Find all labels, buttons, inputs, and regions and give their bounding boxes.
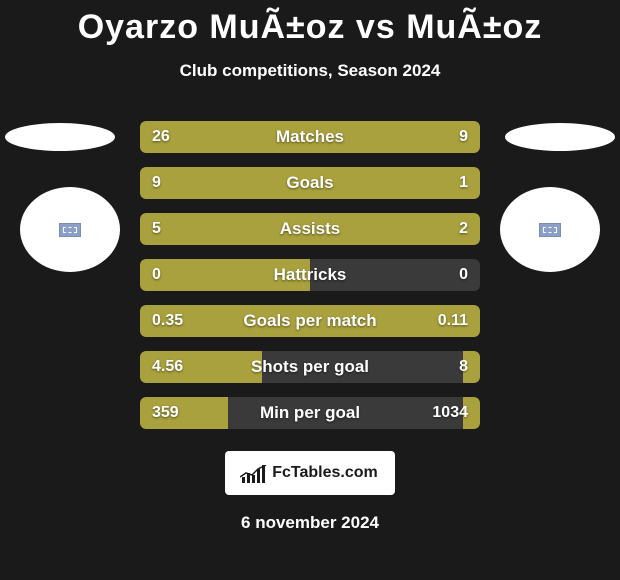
- stat-row: 0.35Goals per match0.11: [140, 305, 480, 337]
- stat-row: 0Hattricks0: [140, 259, 480, 291]
- stat-value-right: 9: [459, 121, 468, 153]
- stats-rows: 26Matches99Goals15Assists20Hattricks00.3…: [140, 121, 480, 429]
- footer-brand: FcTables.com: [225, 451, 395, 495]
- player-left-avatar: [20, 187, 120, 272]
- player-left-flag-placeholder: [5, 123, 115, 151]
- page-title: Oyarzo MuÃ±oz vs MuÃ±oz: [0, 0, 620, 47]
- brand-text: FcTables.com: [272, 464, 378, 482]
- stat-row: 9Goals1: [140, 167, 480, 199]
- stat-label: Shots per goal: [140, 351, 480, 383]
- stat-row: 4.56Shots per goal8: [140, 351, 480, 383]
- stat-value-right: 1: [459, 167, 468, 199]
- stat-value-right: 1034: [432, 397, 468, 429]
- subtitle: Club competitions, Season 2024: [0, 61, 620, 81]
- player-right-flag-placeholder: [505, 123, 615, 151]
- player-right-avatar: [500, 187, 600, 272]
- comparison-panel: 26Matches99Goals15Assists20Hattricks00.3…: [0, 121, 620, 429]
- date-label: 6 november 2024: [0, 513, 620, 533]
- stat-label: Min per goal: [140, 397, 480, 429]
- stat-label: Hattricks: [140, 259, 480, 291]
- stat-row: 5Assists2: [140, 213, 480, 245]
- stat-row: 26Matches9: [140, 121, 480, 153]
- stat-value-right: 2: [459, 213, 468, 245]
- placeholder-badge-icon: [539, 223, 561, 237]
- stat-value-right: 0.11: [438, 305, 468, 337]
- stat-row: 359Min per goal1034: [140, 397, 480, 429]
- stat-label: Goals: [140, 167, 480, 199]
- stat-value-right: 0: [459, 259, 468, 291]
- stat-label: Assists: [140, 213, 480, 245]
- stat-label: Goals per match: [140, 305, 480, 337]
- placeholder-badge-icon: [59, 223, 81, 237]
- stat-label: Matches: [140, 121, 480, 153]
- stat-value-right: 8: [459, 351, 468, 383]
- brand-chart-icon: [242, 463, 266, 483]
